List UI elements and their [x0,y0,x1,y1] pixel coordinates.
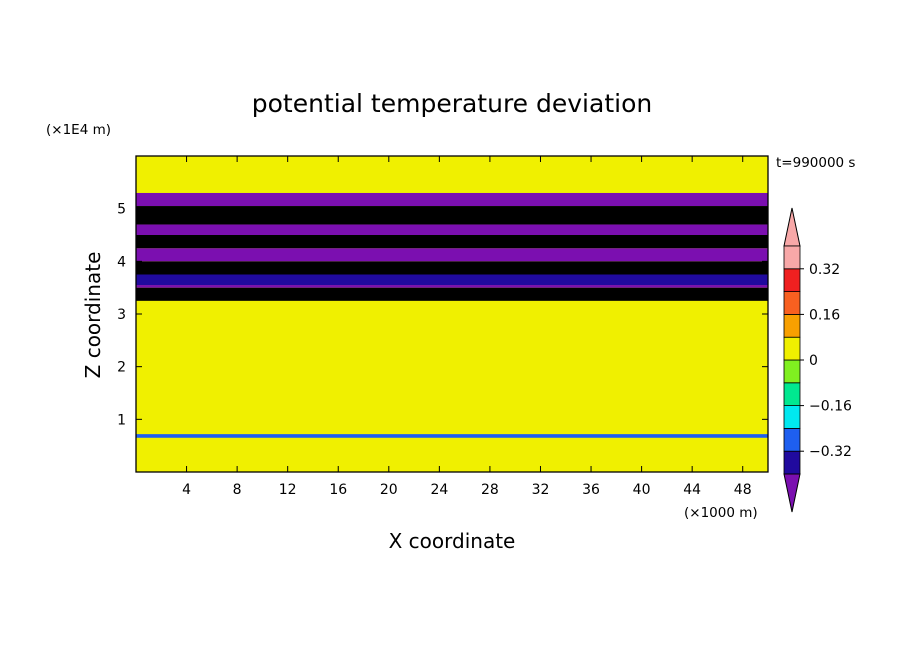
y-axis-label: Z coordinate [81,252,105,379]
x-tick-label: 12 [279,482,297,498]
time-label: t=990000 s [776,155,855,171]
colorbar-segment [783,405,801,429]
colorbar-label: −0.16 [809,399,852,415]
field-band [136,274,768,286]
field-band [136,437,768,465]
colorbar: 0.32 0.16 0 −0.16 −0.32 [783,207,852,513]
field-band [136,224,768,235]
x-tick-label: 16 [329,482,347,498]
field-band [136,156,768,178]
y-tick-label: 3 [117,307,126,323]
colorbar-segment [783,427,801,452]
x-axis-label: X coordinate [389,529,516,553]
y-unit-label: (×1E4 m) [46,122,111,138]
field-band [136,464,768,472]
x-tick-label: 44 [683,482,701,498]
colorbar-label: 0.32 [809,262,840,278]
colorbar-bottom-triangle [783,473,801,513]
colorbar-segment [783,268,801,292]
colorbar-label: −0.32 [809,444,852,460]
x-tick-label: 40 [633,482,651,498]
x-tick-label: 4 [182,482,191,498]
x-tick-label: 24 [430,482,448,498]
y-tick-label: 2 [117,360,126,376]
x-tick-label: 8 [233,482,242,498]
colorbar-segment [783,382,801,406]
x-tick-label: 28 [481,482,499,498]
x-tick-label: 48 [734,482,752,498]
field-band [136,287,768,301]
field-band [136,177,768,193]
y-tick-label: 1 [117,412,126,428]
colorbar-label: 0 [809,353,818,369]
colorbar-segment [783,313,801,338]
field-band [136,206,768,225]
x-tick-label: 32 [532,482,550,498]
field-band [136,192,768,207]
y-tick-label: 5 [117,202,126,218]
colorbar-top-triangle [783,207,801,247]
colorbar-label: 0.16 [809,307,840,323]
field-band [136,434,768,438]
field-band [136,285,768,288]
chart-title: potential temperature deviation [252,89,652,118]
colorbar-segment [783,336,801,361]
x-tick-label: 36 [582,482,600,498]
x-tick-label: 20 [380,482,398,498]
x-unit-label: (×1000 m) [684,505,758,521]
field-band [136,235,768,249]
colorbar-segment [783,450,801,475]
field-band [136,300,768,435]
field-band [136,261,768,275]
colorbar-segment [783,359,801,384]
contour-field [136,156,768,472]
field-band [136,248,768,262]
colorbar-segment [783,291,801,315]
colorbar-segment [783,245,801,270]
y-tick-label: 4 [117,254,126,270]
